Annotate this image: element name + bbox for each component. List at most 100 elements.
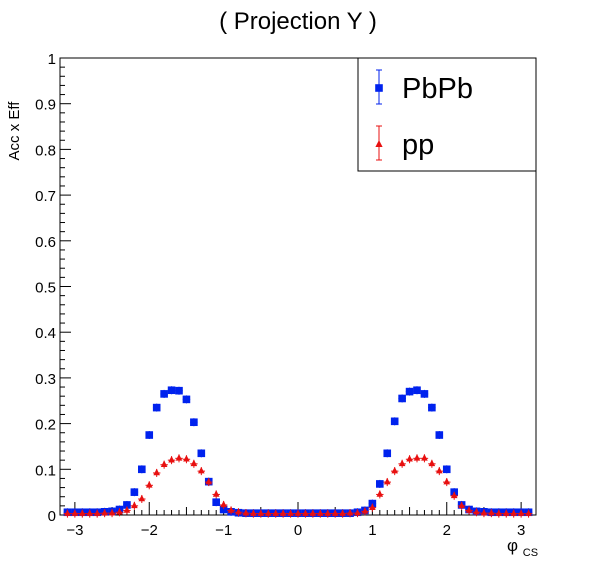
data-point (495, 509, 503, 518)
legend-marker-symbol (375, 140, 383, 147)
y-tick-label: 0 (48, 508, 56, 525)
data-point-marker (413, 386, 421, 395)
data-point (182, 395, 191, 404)
data-point (405, 454, 414, 464)
data-point-marker (242, 508, 250, 516)
data-point (301, 509, 310, 518)
data-point (502, 509, 510, 518)
data-point-marker (123, 506, 131, 513)
data-point (472, 507, 481, 517)
data-point-marker (182, 395, 191, 404)
data-point-marker (108, 508, 116, 516)
data-point (376, 479, 384, 488)
data-point (160, 389, 168, 398)
data-point (390, 417, 399, 426)
data-point (145, 480, 153, 490)
data-point-marker (294, 509, 302, 516)
x-axis-label-symbol: φ (507, 536, 518, 555)
data-point (197, 449, 206, 458)
data-point (175, 454, 183, 463)
legend-marker-pbpb (375, 69, 383, 105)
data-point (212, 498, 220, 507)
data-point-marker (250, 509, 257, 516)
data-point-marker (435, 431, 444, 439)
data-point (227, 506, 235, 515)
data-point-marker (406, 454, 413, 462)
data-point-marker (175, 386, 183, 395)
data-point (368, 503, 377, 512)
data-point (86, 509, 94, 518)
x-tick-label: 1 (368, 522, 376, 539)
data-point-marker (420, 390, 429, 398)
data-point (316, 509, 325, 518)
data-point-marker (369, 503, 376, 510)
data-point-marker (152, 403, 161, 412)
data-point-marker (123, 501, 131, 509)
data-point (413, 454, 421, 463)
data-point-marker (450, 491, 458, 499)
data-point (376, 490, 384, 499)
data-point-marker (302, 509, 309, 516)
data-point-marker (398, 459, 406, 467)
data-point-marker (116, 507, 123, 515)
data-point-marker (71, 509, 79, 516)
data-point-marker (153, 468, 160, 476)
data-point (108, 508, 116, 518)
data-point-marker (227, 506, 235, 513)
data-point (249, 509, 258, 518)
x-axis-label-subscript: CS (523, 547, 538, 559)
data-point-marker (443, 477, 451, 485)
data-point (234, 507, 243, 517)
data-point-marker (473, 507, 480, 515)
data-point-marker (525, 509, 532, 516)
legend-box (357, 57, 537, 172)
data-point (398, 459, 406, 468)
data-point (524, 509, 533, 518)
data-point-marker (383, 449, 392, 458)
x-tick-label: −1 (215, 522, 232, 539)
data-point (383, 477, 391, 487)
data-point (517, 509, 525, 518)
series-pp (63, 454, 533, 518)
y-tick-label: 0.1 (35, 462, 56, 479)
data-point (279, 509, 287, 518)
data-point (480, 508, 488, 518)
data-point (100, 508, 109, 518)
data-point (509, 509, 518, 518)
data-point (78, 509, 87, 518)
data-point-marker (235, 507, 242, 515)
data-point (353, 508, 362, 518)
y-tick-label: 0.3 (35, 371, 56, 388)
data-point-marker (145, 431, 154, 439)
legend-label-pp: pp (402, 129, 434, 161)
data-point (115, 507, 124, 517)
data-point-marker (517, 509, 525, 516)
data-point-marker (331, 509, 339, 516)
data-point-marker (287, 509, 294, 516)
data-point-marker (93, 509, 101, 516)
data-point (324, 509, 332, 518)
data-point-marker (361, 507, 369, 514)
data-point-marker (390, 417, 399, 426)
data-point (428, 459, 436, 468)
x-tick-label: −2 (141, 522, 158, 539)
data-point-marker (64, 509, 71, 516)
data-point (450, 491, 458, 500)
data-point (420, 454, 429, 463)
data-point-marker (190, 459, 198, 467)
data-point-marker (167, 386, 176, 395)
data-point (286, 509, 295, 518)
data-point-marker (376, 490, 384, 497)
data-point (264, 509, 272, 518)
data-point (435, 466, 444, 476)
x-tick-label: 3 (517, 522, 525, 539)
data-point-marker (421, 454, 428, 461)
data-point (182, 454, 191, 464)
data-point-marker (160, 460, 168, 468)
x-tick-label: 2 (443, 522, 451, 539)
data-point-marker (198, 466, 205, 474)
data-point (167, 455, 176, 465)
data-point-marker (354, 508, 361, 516)
